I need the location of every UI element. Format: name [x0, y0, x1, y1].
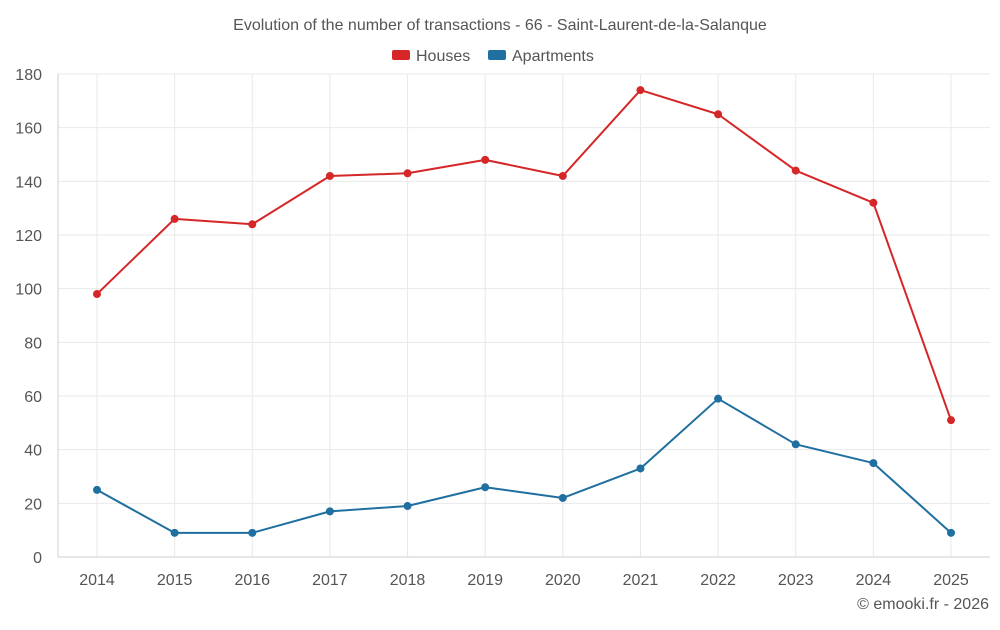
data-point-apartments[interactable] [714, 394, 723, 403]
data-point-houses[interactable] [170, 214, 179, 223]
data-point-houses[interactable] [869, 198, 878, 207]
legend: Houses Apartments [392, 48, 594, 65]
data-point-apartments[interactable] [248, 528, 257, 537]
x-tick-label: 2019 [467, 572, 503, 589]
x-tick-label: 2025 [933, 572, 969, 589]
data-point-apartments[interactable] [636, 464, 645, 473]
x-axis-ticks: 2014 2015 2016 2017 2018 2019 2020 2021 2022 2023… [79, 572, 969, 589]
series-line-apartments [96, 397, 952, 534]
data-point-apartments[interactable] [558, 493, 567, 502]
data-point-houses[interactable] [947, 416, 955, 425]
x-tick-label: 2014 [79, 572, 115, 589]
y-tick-label: 120 [15, 228, 42, 245]
legend-swatch-apartments [488, 50, 506, 60]
data-point-houses[interactable] [248, 220, 257, 229]
x-tick-label: 2018 [390, 572, 426, 589]
data-point-apartments[interactable] [93, 485, 101, 494]
grid [57, 73, 990, 558]
data-point-apartments[interactable] [791, 440, 800, 449]
x-tick-label: 2017 [312, 572, 348, 589]
x-tick-label: 2023 [778, 572, 814, 589]
y-tick-label: 140 [15, 174, 42, 191]
x-tick-label: 2016 [234, 572, 270, 589]
y-tick-label: 160 [15, 121, 42, 138]
series-apartments [93, 394, 955, 537]
credit-text: © emooki.fr - 2026 [857, 596, 989, 613]
y-tick-label: 80 [24, 335, 42, 352]
data-point-apartments[interactable] [869, 459, 878, 468]
series-houses [93, 86, 955, 425]
series-line-houses [96, 89, 952, 421]
x-tick-label: 2021 [623, 572, 659, 589]
legend-swatch-houses [392, 50, 410, 60]
y-tick-label: 100 [15, 282, 42, 299]
y-tick-label: 180 [15, 67, 42, 84]
data-point-apartments[interactable] [170, 528, 179, 537]
data-point-houses[interactable] [636, 86, 645, 95]
chart-title: Evolution of the number of transactions … [233, 17, 767, 34]
y-axis-ticks: 0 20 40 60 80 100 120 140 160 180 [15, 67, 42, 567]
data-point-houses[interactable] [791, 166, 800, 175]
data-point-apartments[interactable] [403, 502, 412, 511]
x-tick-label: 2022 [700, 572, 736, 589]
data-point-houses[interactable] [481, 155, 490, 164]
data-point-houses[interactable] [558, 171, 567, 180]
data-point-houses[interactable] [93, 290, 101, 299]
data-point-houses[interactable] [714, 110, 723, 119]
data-point-apartments[interactable] [325, 507, 334, 516]
x-tick-label: 2015 [157, 572, 193, 589]
data-point-houses[interactable] [403, 169, 412, 178]
x-tick-label: 2024 [856, 572, 892, 589]
data-point-apartments[interactable] [481, 483, 490, 492]
data-point-apartments[interactable] [947, 528, 955, 537]
data-point-houses[interactable] [325, 171, 334, 180]
y-tick-label: 20 [24, 496, 42, 513]
x-tick-label: 2020 [545, 572, 581, 589]
legend-label-apartments[interactable]: Apartments [512, 48, 594, 65]
y-tick-label: 40 [24, 443, 42, 460]
y-tick-label: 60 [24, 389, 42, 406]
legend-label-houses[interactable]: Houses [416, 48, 470, 65]
y-tick-label: 0 [33, 550, 42, 567]
series-layer [93, 86, 955, 537]
